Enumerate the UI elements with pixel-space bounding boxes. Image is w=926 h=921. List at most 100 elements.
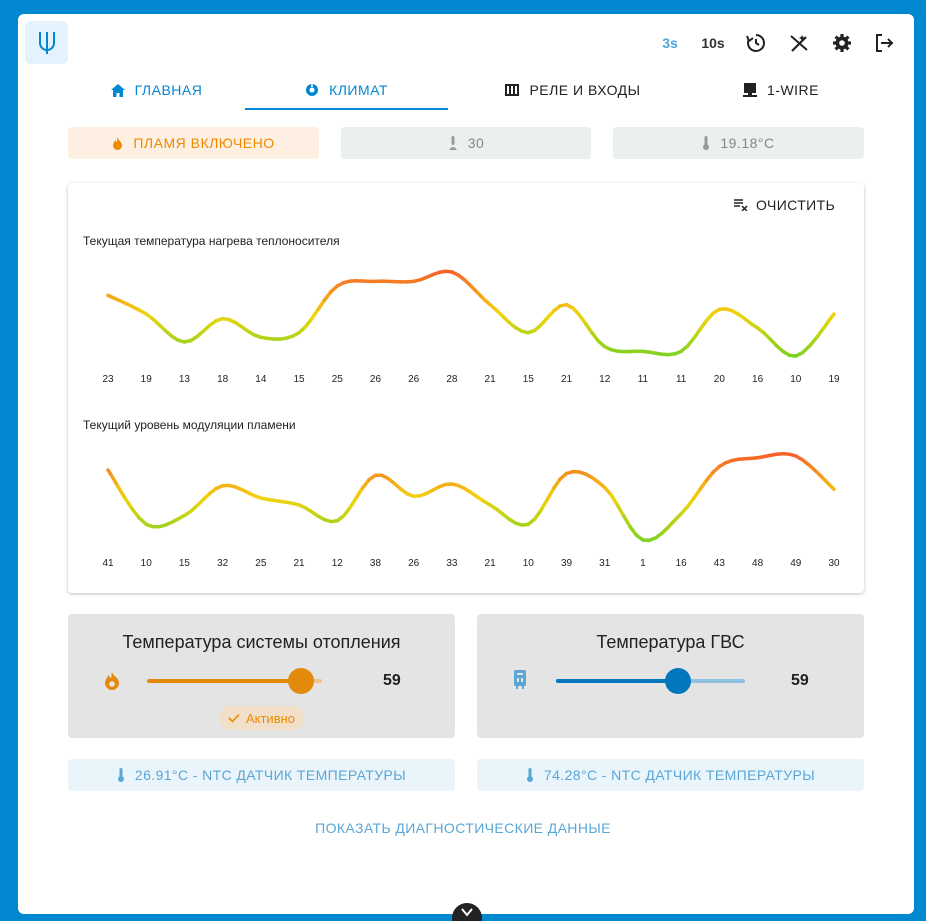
interval-10s-button[interactable]: 10s <box>701 35 725 51</box>
chart-2-point <box>832 487 836 491</box>
chart-2-point <box>221 484 225 488</box>
chart-2-tick-label: 26 <box>408 558 420 569</box>
settings-button[interactable] <box>831 32 853 54</box>
chart-2-point <box>603 486 607 489</box>
tab-relays[interactable]: РЕЛЕ И ВХОДЫ <box>448 70 698 110</box>
chart-1-tick-label: 12 <box>599 374 611 385</box>
heating-title: Температура системы отопления <box>122 632 401 652</box>
chart-1-tick-label: 26 <box>369 374 382 385</box>
chart-2-line-segment <box>532 508 543 521</box>
charts-card <box>68 183 864 593</box>
chart-2-point <box>182 514 186 517</box>
chart-2-line-segment <box>615 503 626 519</box>
chart-2-point <box>756 456 760 460</box>
chart-2-point <box>335 519 339 523</box>
chart-1-point <box>221 317 225 321</box>
interval-3s-button[interactable]: 3s <box>662 35 678 51</box>
chart-2-line-segment <box>122 495 134 511</box>
chart-2-line-segment <box>622 514 632 529</box>
logout-button[interactable] <box>873 32 895 54</box>
chart-2-line-segment <box>609 493 620 507</box>
chart-1-title: Текущая температура нагрева теплоносител… <box>83 234 340 248</box>
chart-1-line-segment <box>310 307 320 321</box>
chart-1-point <box>412 279 416 283</box>
chevron-down-icon <box>461 908 473 917</box>
gear-icon <box>833 34 851 52</box>
thermometer-icon <box>526 768 533 782</box>
heating-panel: Температура системы отопления 59 Активно <box>68 614 455 738</box>
thermometer-icon <box>703 136 710 150</box>
tab-1wire[interactable]: 1-WIRE <box>698 70 864 110</box>
tab-main-label: ГЛАВНАЯ <box>134 82 203 98</box>
chart-2-line-segment <box>545 486 556 501</box>
tab-main[interactable]: ГЛАВНАЯ <box>68 70 245 110</box>
chart-1-point <box>335 284 339 288</box>
sensor-chip-2[interactable]: 74.28°C - NTC ДАТЧИК ТЕМПЕРАТУРЫ <box>477 759 864 791</box>
clear-button[interactable]: ОЧИСТИТЬ <box>734 196 896 214</box>
heating-slider-thumb[interactable] <box>288 668 315 694</box>
chart-1-point <box>794 354 798 358</box>
chart-2-line-segment <box>552 477 562 490</box>
chart-2-tick-label: 39 <box>560 558 573 569</box>
chart-2-line-segment <box>116 484 127 500</box>
chart-1-tick-label: 23 <box>102 374 114 385</box>
active-tab-indicator <box>245 108 448 110</box>
thermostat-icon <box>306 84 319 96</box>
chart-1-tick-label: 10 <box>790 374 802 385</box>
flame-status-chip: ПЛАМЯ ВКЛЮЧЕНО <box>68 127 319 159</box>
chart-2-tick-label: 33 <box>446 558 458 569</box>
chart-2-tick-label: 10 <box>522 558 534 569</box>
dhw-slider-thumb[interactable] <box>664 668 691 694</box>
app-logo[interactable] <box>25 21 68 64</box>
home-icon <box>110 83 125 97</box>
auto-mode-button[interactable] <box>788 32 810 54</box>
chart-1-tick-label: 13 <box>178 374 190 385</box>
check-icon <box>228 713 240 723</box>
water-heater-icon <box>514 670 526 689</box>
chart-2-line-segment <box>539 497 550 512</box>
chart-1-tick-label: 14 <box>255 374 267 385</box>
tab-relays-label: РЕЛЕ И ВХОДЫ <box>529 82 641 98</box>
relay-icon <box>505 84 520 96</box>
chart-2-tick-label: 32 <box>217 558 229 569</box>
chart-1-line-segment <box>577 313 588 326</box>
chart-1-tick-label: 21 <box>560 374 573 385</box>
chart-2-point <box>794 454 798 458</box>
show-diagnostics-link[interactable]: ПОКАЗАТЬ ДИАГНОСТИЧЕСКИЕ ДАННЫЕ <box>315 820 611 836</box>
chart-1-point <box>679 349 683 353</box>
chart-2-tick-label: 41 <box>102 558 114 569</box>
chart-1-point <box>259 335 263 339</box>
dhw-slider-fill <box>556 679 678 683</box>
chart-2-ticks: 41 10 15 32 25 21 12 38 26 33 21 10 39 31 1 16 43 48 49 30 <box>0 558 926 572</box>
heating-active-label: Активно <box>245 710 296 726</box>
chart-2-tick-label: 48 <box>752 558 764 569</box>
chart-2-line-segment <box>354 486 365 500</box>
tab-climate[interactable]: КЛИМАТ <box>245 70 448 110</box>
sensor-chip-1[interactable]: 26.91°C - NTC ДАТЧИК ТЕМПЕРАТУРЫ <box>68 759 455 791</box>
modulation-value: 30 <box>467 135 485 151</box>
scroll-down-button[interactable] <box>452 903 482 921</box>
heating-slider[interactable] <box>147 668 322 694</box>
chart-2-point <box>106 468 110 472</box>
chart-1-point <box>526 331 530 335</box>
chart-1-line-segment <box>316 298 327 312</box>
chart-2-tick-label: 38 <box>369 558 382 569</box>
temperature-chart <box>106 269 836 358</box>
history-button[interactable] <box>745 32 767 54</box>
chart-2-point <box>641 538 645 542</box>
chart-1-tick-label: 18 <box>217 374 229 385</box>
chart-2-title: Текущий уровень модуляции пламени <box>83 418 296 432</box>
heating-value: 59 <box>383 672 401 689</box>
chart-2-point <box>297 503 301 507</box>
chart-1-tick-label: 15 <box>293 374 305 385</box>
chart-2-tick-label: 1 <box>640 558 646 569</box>
chart-2-tick-label: 43 <box>713 558 725 569</box>
chart-1-point <box>565 303 569 307</box>
chart-2-point <box>565 472 569 475</box>
chart-2-tick-label: 15 <box>178 558 190 569</box>
chart-1-tick-label: 11 <box>637 374 649 385</box>
chart-2-tick-label: 21 <box>293 558 305 569</box>
sensor-2-label: 74.28°C - NTC ДАТЧИК ТЕМПЕРАТУРЫ <box>543 767 816 783</box>
temperature-chip: 19.18°C <box>613 127 864 159</box>
dhw-slider[interactable] <box>556 668 745 694</box>
